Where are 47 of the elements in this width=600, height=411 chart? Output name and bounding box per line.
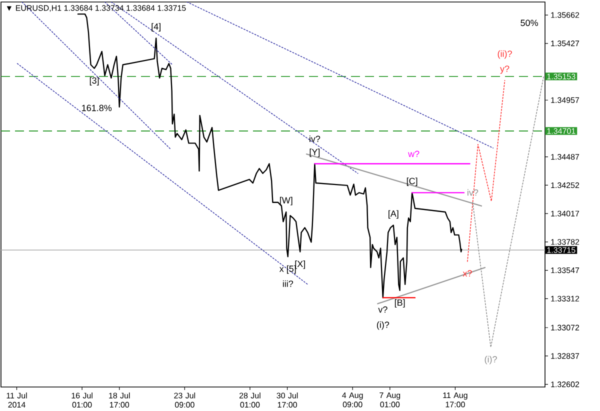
y-tick-label: 1.33312 (551, 296, 580, 302)
x-tick-label: 11 Jul 2014 (6, 392, 27, 408)
y-tick-label: 1.34252 (551, 182, 580, 188)
y-tick-label: 1.34017 (551, 210, 580, 216)
annotation: w? (408, 150, 420, 158)
annotation: x? (462, 270, 472, 276)
x-tick-label: 18 Jul 17:00 (109, 392, 130, 408)
annotation: [W] (280, 196, 292, 206)
annotation: (i)? (484, 356, 497, 364)
annotation: (ii)? (498, 50, 512, 59)
annotation: y? (500, 66, 510, 74)
annotation: [B] (394, 299, 405, 308)
y-tick-label: 1.34957 (551, 97, 580, 103)
annotation: [4] (152, 23, 160, 32)
x-tick-label: 11 Aug 17:00 (443, 392, 468, 408)
annotation: iii? (282, 280, 294, 287)
annotation: iv? (468, 189, 478, 196)
ref-line-label: 1.34701 (547, 128, 576, 134)
line-series (467, 80, 506, 262)
annotation: 161.8% (82, 104, 112, 112)
y-tick-label: 1.33782 (551, 239, 580, 245)
x-tick-label: 4 Aug 09:00 (342, 392, 363, 408)
x-tick-label: 23 Jul 09:00 (174, 392, 196, 408)
x-tick-label: 16 Jul 01:00 (72, 392, 92, 408)
y-tick-label: 1.32837 (551, 353, 580, 359)
annotation: [C] (406, 178, 418, 186)
annotation: x [5] (279, 265, 296, 274)
ref-line-label: 1.33715 (547, 247, 576, 253)
line-series (77, 13, 462, 298)
y-tick-label: 1.33072 (551, 324, 580, 330)
ref-line-label: 1.35153 (547, 74, 576, 80)
y-tick-label: 1.34487 (551, 154, 580, 160)
annotation: [Y] (310, 148, 320, 158)
y-tick-label: 1.32602 (551, 382, 580, 388)
y-tick-label: 1.35662 (551, 12, 580, 18)
annotation: (i)? (376, 321, 390, 330)
annotation: 50% (520, 20, 538, 26)
annotation: [X] (295, 260, 305, 269)
y-tick-label: 1.33547 (551, 267, 580, 274)
x-tick-label: 30 Jul 17:00 (276, 392, 298, 408)
x-tick-label: 7 Aug 01:00 (380, 392, 400, 408)
annotation: v? (378, 306, 388, 313)
x-tick-label: 28 Jul 01:00 (239, 392, 260, 408)
annotation: iv? (310, 136, 320, 142)
annotation: [A] (388, 210, 398, 219)
annotation: [3] (90, 77, 99, 86)
y-tick-label: 1.35427 (551, 40, 580, 46)
